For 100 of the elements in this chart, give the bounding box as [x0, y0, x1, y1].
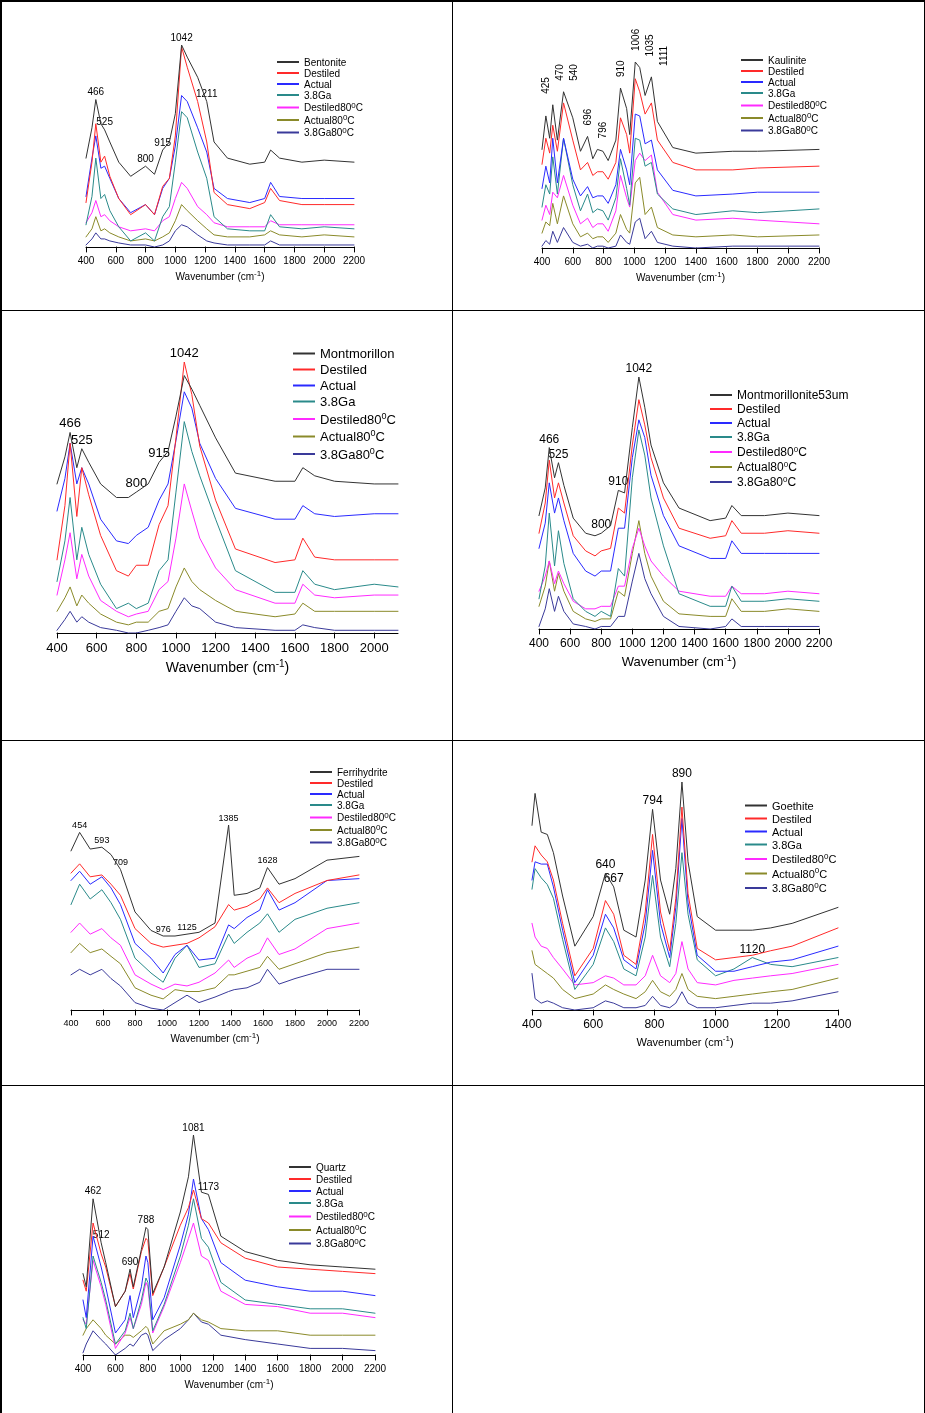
annotation: 425	[540, 76, 552, 94]
x-tick-label: 400	[77, 254, 95, 266]
annotation: 1125	[177, 921, 197, 932]
x-tick-label: 1000	[623, 255, 646, 267]
annotation: 1042	[170, 31, 194, 43]
x-tick-label: 2000	[774, 636, 802, 650]
annotation: 466	[59, 415, 81, 431]
legend-label: Actual	[768, 76, 796, 88]
annotation: 540	[568, 63, 580, 81]
x-tick-label: 1400	[220, 1017, 242, 1028]
x-tick-label: 400	[528, 636, 550, 650]
x-tick-label: 2200	[363, 1362, 387, 1374]
x-tick-label: 1600	[253, 254, 277, 266]
x-tick-label: 1800	[284, 1017, 306, 1028]
annotation: 1173	[197, 1180, 220, 1192]
x-tick-label: 800	[595, 255, 613, 267]
legend-label: Goethite	[772, 799, 814, 812]
x-tick-label: 1800	[298, 1362, 322, 1374]
x-tick-label: 400	[46, 640, 68, 655]
annotation: 915	[154, 136, 172, 148]
x-tick-label: 1000	[161, 640, 191, 655]
annotation: 454	[72, 819, 88, 830]
annotation: 788	[137, 1213, 155, 1225]
x-tick-label: 600	[560, 636, 581, 650]
x-tick-label: 400	[63, 1017, 79, 1028]
x-tick-label: 600	[564, 255, 582, 267]
x-tick-label: 1400	[223, 254, 247, 266]
annotation: 1081	[182, 1121, 206, 1133]
legend-label: Bentonite	[304, 56, 347, 68]
annotation: 800	[591, 517, 612, 532]
legend-label: 3.8Ga	[337, 799, 365, 811]
annotation: 796	[597, 121, 609, 139]
annotation: 462	[84, 1185, 102, 1197]
annotation: 976	[155, 923, 171, 934]
legend-label: Ferrihydrite	[337, 766, 388, 778]
x-tick-label: 800	[644, 1017, 665, 1031]
legend-label: Montmorillonite53um	[737, 388, 849, 402]
x-tick-label: 1200	[763, 1017, 791, 1031]
annotation: 1035	[643, 33, 655, 57]
x-tick-label: 1600	[252, 1017, 274, 1028]
x-tick-label: 1800	[320, 640, 350, 655]
legend-label: Quartz	[316, 1161, 347, 1173]
x-tick-label: 1000	[164, 254, 187, 266]
annotation: 1120	[739, 941, 766, 956]
annotation: 800	[137, 152, 155, 164]
annotation: 593	[94, 834, 110, 845]
legend-label: 3.8Ga	[316, 1197, 344, 1209]
legend-label: Destiled	[768, 65, 805, 77]
annotation: 466	[87, 86, 105, 98]
legend-label: Montmorillon	[320, 346, 395, 361]
x-tick-label: 2200	[348, 1017, 370, 1028]
annotation: 690	[121, 1255, 139, 1267]
legend-label: Kaulinite	[768, 54, 807, 66]
x-tick-label: 2200	[807, 255, 831, 267]
legend-label: Destiled	[337, 777, 374, 789]
x-tick-label: 1800	[746, 255, 769, 267]
x-tick-label: 1600	[712, 636, 740, 650]
x-tick-label: 1000	[702, 1017, 730, 1031]
legend-label: 3.8Ga	[768, 87, 796, 99]
legend-label: Actual	[320, 378, 357, 393]
annotation: 910	[614, 59, 626, 78]
annotation: 1006	[629, 28, 641, 51]
x-tick-label: 1600	[715, 255, 739, 267]
x-tick-label: 1200	[188, 1017, 210, 1028]
x-tick-label: 1400	[234, 1362, 257, 1374]
annotation: 915	[148, 445, 170, 461]
x-tick-label: 1800	[283, 254, 306, 266]
x-tick-label: 400	[533, 255, 551, 267]
x-tick-label: 1200	[653, 255, 677, 267]
x-tick-label: 1200	[201, 640, 231, 655]
legend-label: 3.8Ga	[320, 394, 357, 409]
x-tick-label: 600	[85, 640, 108, 655]
annotation: 1211	[195, 88, 218, 100]
annotation: 709	[112, 856, 128, 867]
annotation: 890	[671, 766, 693, 780]
legend-label: Destiled	[304, 67, 341, 79]
annotation: 640	[595, 857, 616, 872]
x-tick-label: 1600	[280, 640, 310, 655]
x-tick-label: 1200	[201, 1362, 225, 1374]
x-tick-label: 2200	[342, 254, 366, 266]
annotation: 800	[125, 475, 148, 491]
x-tick-label: 600	[107, 1362, 125, 1374]
x-tick-label: 1600	[266, 1362, 290, 1374]
x-tick-label: 2200	[805, 636, 833, 650]
annotation: 525	[96, 116, 114, 128]
x-tick-label: 2000	[359, 640, 389, 655]
x-tick-label: 2000	[331, 1362, 355, 1374]
legend-label: Destiled	[772, 812, 812, 825]
annotation: 525	[70, 431, 93, 447]
annotation: 667	[603, 870, 625, 885]
legend-label: 3.8Ga	[304, 89, 332, 101]
legend-label: 3.8Ga	[737, 430, 771, 444]
annotation: 525	[548, 446, 569, 461]
annotation: 1385	[218, 812, 239, 823]
x-tick-label: 2000	[313, 254, 336, 266]
x-tick-label: 1200	[193, 254, 217, 266]
x-tick-label: 800	[137, 254, 155, 266]
x-tick-label: 2000	[777, 255, 800, 267]
annotation: 470	[554, 63, 566, 81]
x-tick-label: 600	[107, 254, 125, 266]
